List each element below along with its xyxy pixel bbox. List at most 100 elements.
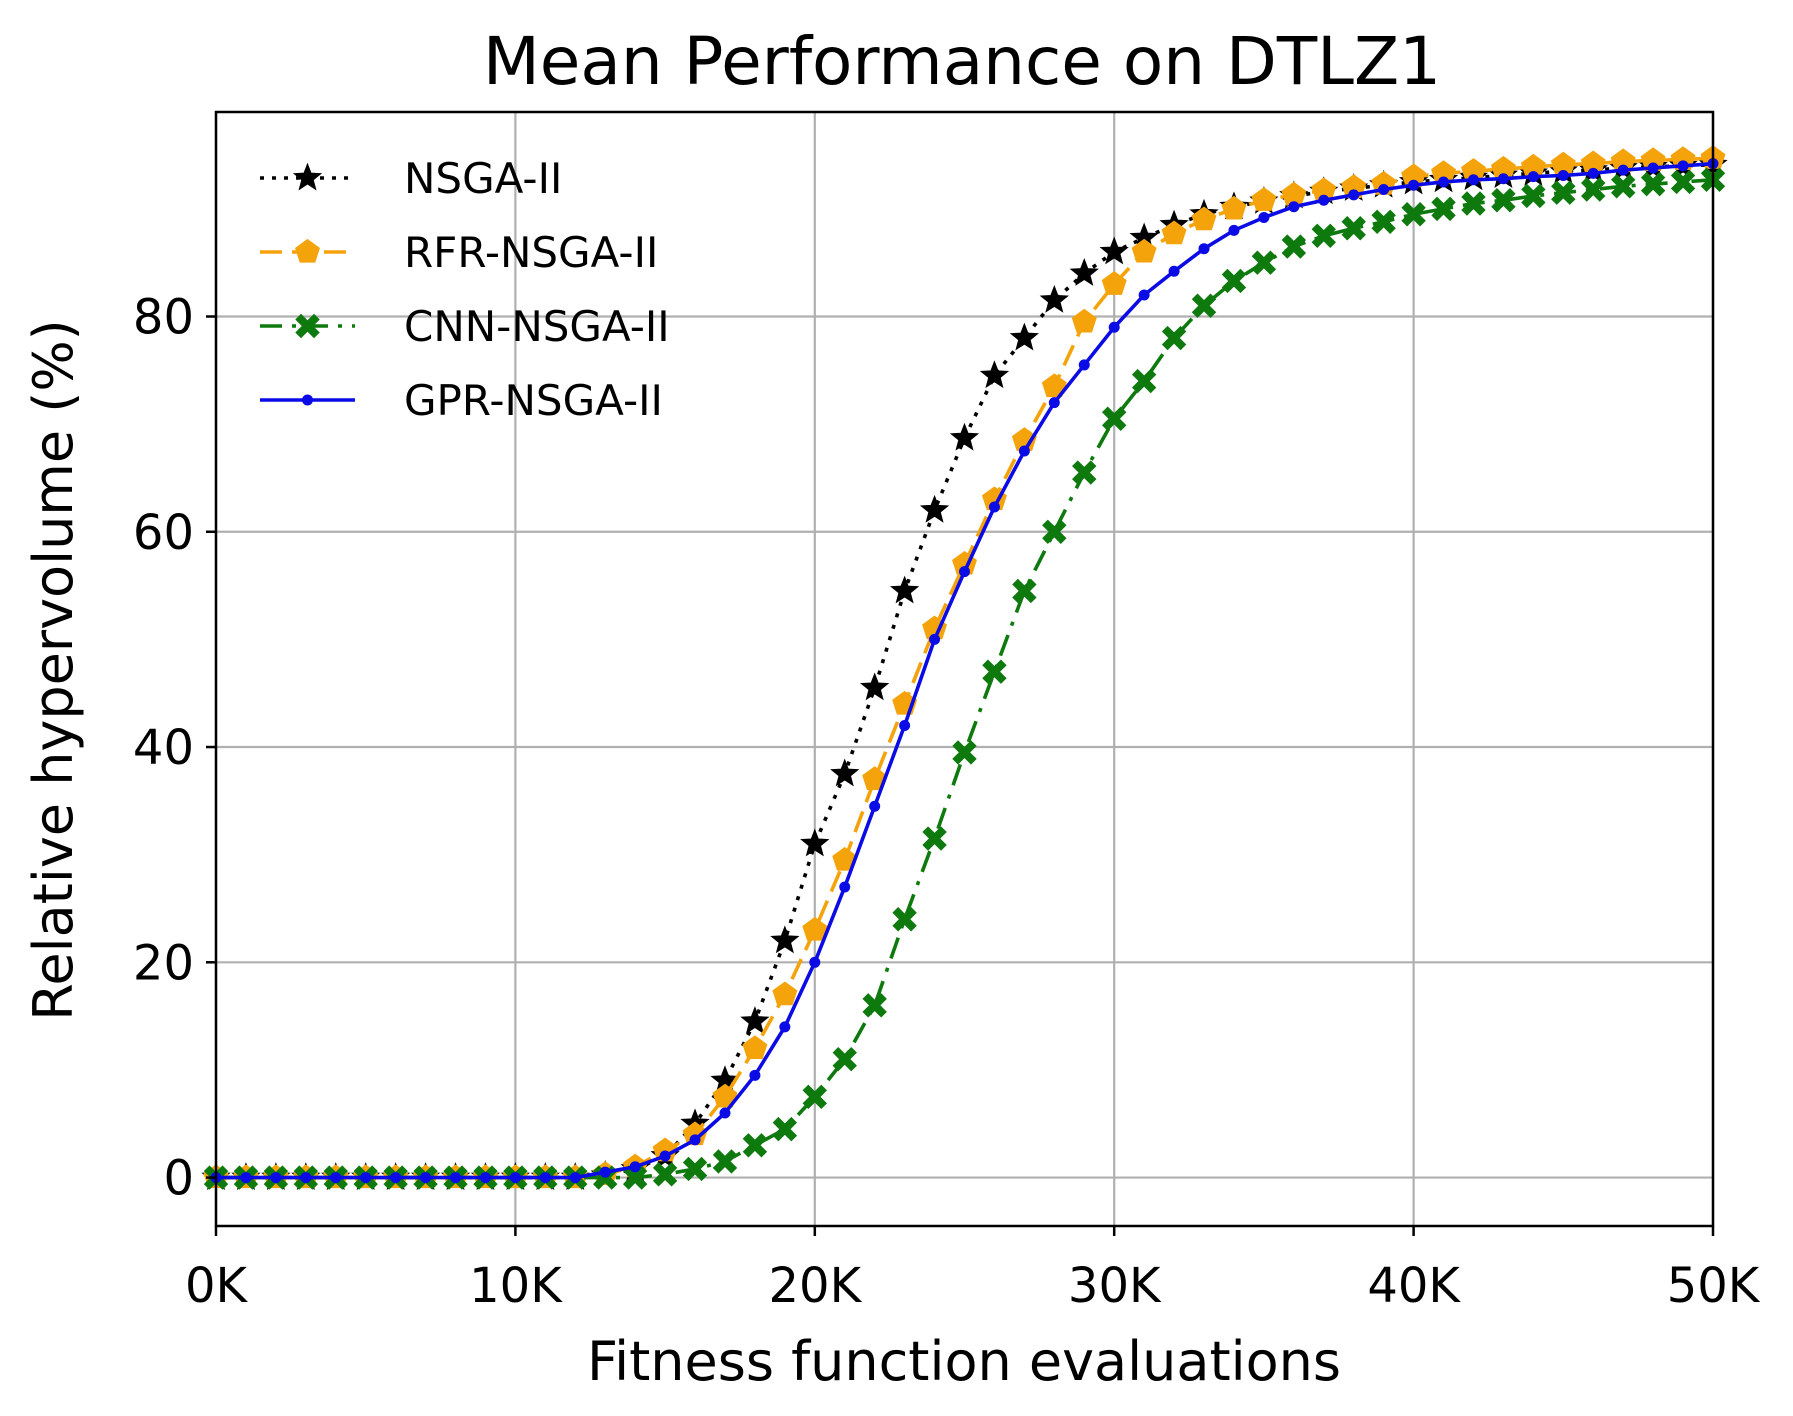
data-point bbox=[1348, 189, 1360, 201]
data-point bbox=[1438, 176, 1450, 188]
data-point bbox=[652, 1162, 678, 1187]
data-point bbox=[390, 1172, 402, 1184]
data-point bbox=[1677, 160, 1689, 172]
data-point bbox=[869, 800, 881, 812]
data-point bbox=[622, 1165, 648, 1190]
data-point bbox=[1101, 271, 1127, 295]
data-point bbox=[712, 1083, 738, 1108]
data-point bbox=[772, 981, 798, 1006]
data-point bbox=[1069, 258, 1099, 286]
data-point bbox=[832, 1046, 857, 1072]
data-point bbox=[740, 1006, 770, 1034]
legend-label: CNN-NSGA-II bbox=[404, 302, 670, 351]
data-point bbox=[779, 1021, 791, 1033]
data-point bbox=[1497, 173, 1509, 185]
data-point bbox=[1647, 162, 1659, 174]
data-point bbox=[862, 993, 887, 1018]
data-point bbox=[952, 740, 977, 765]
data-point bbox=[360, 1172, 372, 1184]
data-point bbox=[982, 659, 1007, 684]
data-point bbox=[1072, 460, 1097, 485]
data-point bbox=[569, 1172, 581, 1184]
data-point bbox=[1161, 220, 1187, 245]
data-point bbox=[1281, 234, 1307, 259]
data-point bbox=[1228, 224, 1240, 236]
data-point bbox=[802, 1084, 828, 1110]
series-line bbox=[216, 162, 1714, 1180]
data-point bbox=[892, 907, 917, 932]
data-point bbox=[1318, 194, 1330, 206]
legend-marker bbox=[302, 394, 313, 406]
data-point bbox=[742, 1133, 768, 1158]
data-point bbox=[1138, 289, 1150, 301]
data-point bbox=[1408, 179, 1420, 191]
data-point bbox=[1610, 174, 1636, 199]
y-tick-label: 60 bbox=[133, 505, 194, 561]
data-point bbox=[1491, 188, 1516, 213]
legend-item: NSGA-II bbox=[260, 154, 562, 203]
data-point bbox=[929, 633, 941, 645]
legend-label: RFR-NSGA-II bbox=[404, 228, 658, 277]
data-point bbox=[1341, 216, 1366, 241]
data-point bbox=[1527, 171, 1539, 183]
data-point bbox=[1071, 308, 1097, 333]
legend-marker bbox=[295, 313, 320, 339]
data-point bbox=[479, 1172, 491, 1184]
data-point bbox=[689, 1134, 701, 1146]
data-point bbox=[1108, 321, 1120, 333]
axis-ticks: 0K 10K 20K 30K 40K 50K 0 20 40 60 80 bbox=[133, 290, 1761, 1314]
data-point bbox=[1461, 191, 1486, 216]
data-point bbox=[1401, 202, 1426, 227]
legend-label: GPR-NSGA-II bbox=[404, 376, 663, 425]
data-point bbox=[1012, 578, 1037, 604]
data-point bbox=[839, 881, 851, 893]
data-point bbox=[1191, 206, 1217, 231]
data-point bbox=[1371, 209, 1396, 234]
series-layer bbox=[201, 145, 1728, 1191]
data-point bbox=[832, 846, 858, 871]
data-point bbox=[1042, 519, 1067, 544]
data-point bbox=[1521, 183, 1546, 209]
data-point bbox=[802, 916, 828, 941]
x-tick-label: 40K bbox=[1367, 1258, 1461, 1314]
y-tick-label: 80 bbox=[133, 290, 194, 346]
data-point bbox=[1251, 250, 1277, 275]
data-point bbox=[712, 1149, 738, 1174]
data-point bbox=[629, 1161, 641, 1173]
data-point bbox=[919, 494, 950, 523]
data-point bbox=[1168, 265, 1180, 277]
data-point bbox=[830, 758, 860, 787]
x-tick-label: 50K bbox=[1667, 1258, 1761, 1314]
data-point bbox=[860, 672, 890, 701]
data-point bbox=[922, 826, 947, 851]
data-point bbox=[270, 1172, 282, 1184]
data-point bbox=[742, 1035, 768, 1060]
data-point bbox=[1039, 284, 1069, 313]
series-cnn-nsga-ii bbox=[203, 167, 1726, 1190]
data-point bbox=[1161, 325, 1187, 351]
data-point bbox=[770, 925, 800, 954]
data-point bbox=[719, 1107, 731, 1119]
data-point bbox=[1191, 293, 1217, 318]
data-point bbox=[1258, 211, 1270, 223]
x-tick-label: 0K bbox=[185, 1258, 249, 1314]
data-point bbox=[599, 1166, 611, 1178]
data-point bbox=[1009, 322, 1040, 351]
data-point bbox=[1587, 167, 1599, 179]
data-point bbox=[800, 828, 830, 857]
data-point bbox=[988, 501, 1000, 513]
data-point bbox=[749, 1069, 761, 1081]
legend-item: RFR-NSGA-II bbox=[260, 228, 658, 277]
legend: NSGA-II RFR-NSGA-II CNN-NSGA-II GPR-NSGA-II bbox=[260, 154, 670, 425]
data-point bbox=[1467, 174, 1479, 186]
legend-marker bbox=[292, 162, 323, 191]
data-point bbox=[1557, 170, 1569, 182]
data-point bbox=[1221, 268, 1247, 294]
y-axis-label: Relative hypervolume (%) bbox=[22, 319, 85, 1020]
data-point bbox=[1378, 183, 1390, 195]
legend-item: CNN-NSGA-II bbox=[260, 302, 670, 351]
data-point bbox=[1131, 368, 1157, 394]
data-point bbox=[1041, 373, 1067, 398]
series-gpr-nsga-ii bbox=[210, 158, 1719, 1184]
